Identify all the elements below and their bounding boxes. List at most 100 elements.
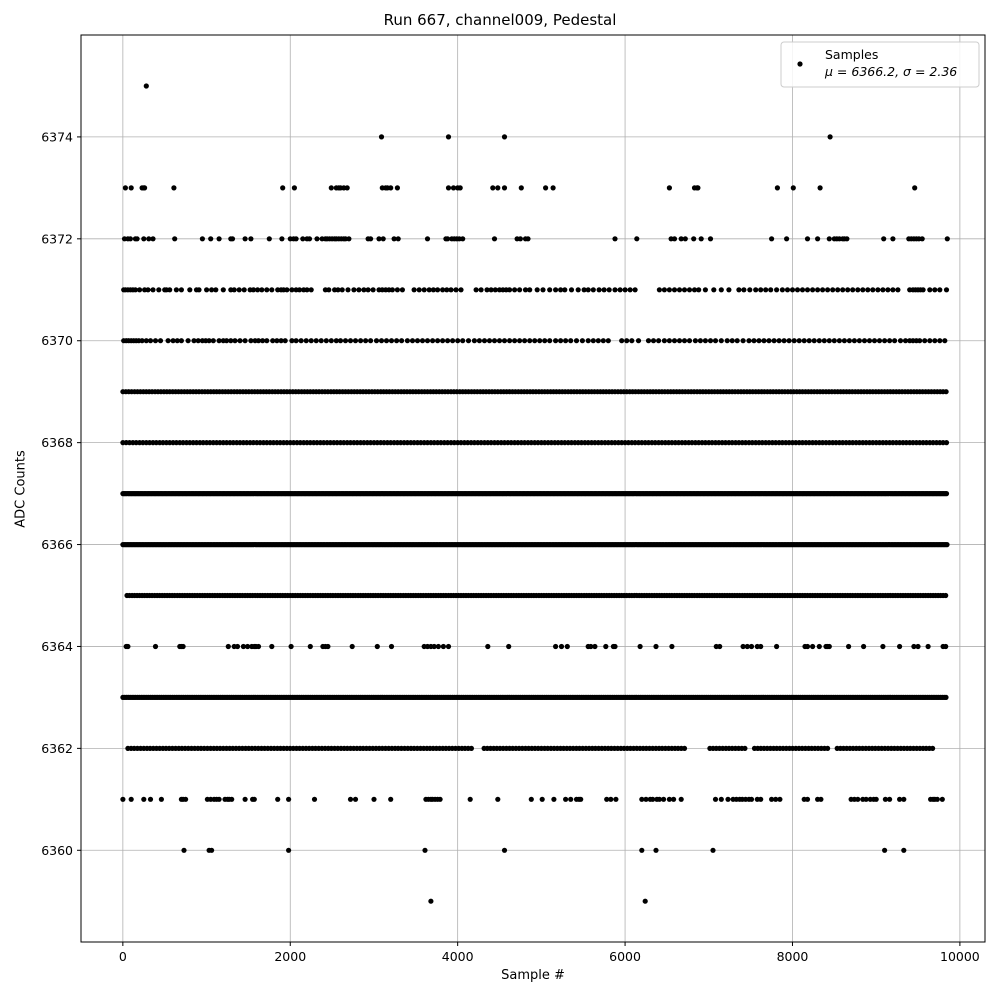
data-point (484, 287, 490, 293)
data-point (333, 338, 339, 344)
data-point (943, 287, 950, 293)
data-point (501, 185, 508, 191)
data-point (507, 338, 513, 344)
y-tick-label: 6368 (41, 435, 73, 450)
data-point (328, 185, 334, 191)
data-point (794, 287, 801, 293)
data-point (666, 796, 673, 802)
data-point (457, 185, 463, 191)
data-point (671, 236, 678, 242)
y-tick-label: 6364 (41, 639, 73, 654)
data-point (804, 796, 811, 802)
data-point (695, 185, 701, 191)
data-point (231, 287, 237, 293)
data-point (424, 236, 431, 242)
data-point (943, 592, 949, 599)
data-point (943, 694, 949, 701)
data-point (141, 796, 147, 802)
data-point (612, 236, 618, 242)
data-point (146, 236, 152, 242)
data-point (777, 796, 783, 802)
data-point (266, 236, 272, 242)
data-point (944, 236, 950, 242)
data-point (411, 287, 417, 293)
data-point (388, 643, 395, 650)
data-point (734, 338, 740, 344)
data-point (880, 643, 886, 650)
data-point (846, 338, 853, 344)
data-point (804, 287, 811, 293)
data-point (204, 287, 210, 293)
data-point (158, 796, 164, 802)
data-point (932, 287, 938, 293)
data-point (771, 338, 777, 344)
data-point (143, 338, 149, 344)
data-point (181, 847, 187, 853)
data-point (361, 287, 367, 293)
data-point (596, 287, 602, 293)
data-point (643, 796, 649, 802)
data-point (937, 287, 943, 293)
data-point (349, 643, 355, 650)
x-tick-label: 2000 (274, 949, 306, 964)
plot-frame (80, 34, 986, 943)
x-axis-label: Sample # (501, 968, 565, 983)
data-point (380, 236, 386, 242)
data-point (383, 338, 390, 344)
data-point (784, 236, 790, 242)
data-point (600, 338, 606, 344)
data-point (522, 287, 529, 293)
data-point (937, 338, 943, 344)
legend-box (780, 41, 980, 88)
data-point (553, 287, 559, 293)
data-point (885, 287, 891, 293)
data-point (927, 287, 933, 293)
data-point (758, 287, 764, 293)
data-point (303, 338, 309, 344)
data-point (881, 236, 887, 242)
data-point (656, 796, 663, 802)
data-point (517, 338, 523, 344)
data-point (934, 796, 940, 802)
data-point (702, 338, 709, 344)
data-point (943, 389, 949, 395)
data-point (676, 287, 683, 293)
data-point (328, 338, 334, 344)
data-point (786, 338, 792, 344)
data-point (460, 338, 466, 344)
data-point (712, 796, 719, 802)
data-point (173, 287, 179, 293)
ticks: 0 2000 4000 6000 8000 10000 6360 6362 6364 6366 63… (41, 129, 980, 964)
data-point (527, 338, 533, 344)
data-point (890, 287, 896, 293)
data-point (558, 643, 565, 650)
data-point (492, 287, 498, 293)
data-point (491, 338, 498, 344)
data-point (756, 338, 762, 344)
data-point (419, 338, 426, 344)
data-point (225, 643, 231, 650)
data-point (304, 287, 310, 293)
data-point (661, 287, 668, 293)
data-point (187, 287, 193, 293)
data-point (855, 796, 861, 802)
x-tick-label: 8000 (777, 949, 809, 964)
data-point (821, 338, 827, 344)
data-point (882, 796, 889, 802)
data-point (368, 338, 374, 344)
data-point (789, 287, 796, 293)
data-point (818, 796, 824, 802)
data-point (248, 338, 254, 344)
data-point (844, 236, 850, 242)
data-point (917, 338, 923, 344)
data-point (363, 338, 369, 344)
data-point (335, 287, 341, 293)
x-tick-label: 4000 (442, 949, 474, 964)
y-tick-label: 6372 (41, 231, 73, 246)
data-point (890, 236, 896, 242)
data-point (293, 236, 299, 242)
data-point (279, 236, 285, 242)
data-point (575, 287, 581, 293)
data-point (882, 847, 888, 853)
data-point (537, 338, 543, 344)
